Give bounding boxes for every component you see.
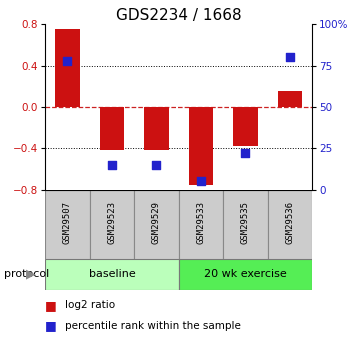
Point	[243, 150, 248, 156]
Point	[198, 179, 204, 184]
Text: GSM29529: GSM29529	[152, 201, 161, 244]
Point	[109, 162, 115, 168]
Text: GSM29535: GSM29535	[241, 201, 250, 244]
Bar	[233, 107, 258, 146]
Text: GSM29533: GSM29533	[196, 201, 205, 244]
Title: GDS2234 / 1668: GDS2234 / 1668	[116, 8, 242, 23]
Bar	[144, 107, 169, 150]
Text: percentile rank within the sample: percentile rank within the sample	[65, 321, 241, 331]
Point	[287, 55, 293, 60]
Text: ■: ■	[45, 299, 57, 312]
Bar	[45, 190, 90, 259]
Text: ▶: ▶	[26, 268, 35, 281]
Bar	[45, 259, 179, 290]
Text: 20 wk exercise: 20 wk exercise	[204, 269, 287, 279]
Bar	[268, 190, 312, 259]
Bar	[189, 107, 213, 185]
Bar	[90, 190, 134, 259]
Bar	[134, 190, 179, 259]
Text: GSM29507: GSM29507	[63, 201, 72, 244]
Text: log2 ratio: log2 ratio	[65, 300, 115, 310]
Point	[153, 162, 159, 168]
Bar	[55, 29, 80, 107]
Bar	[179, 259, 312, 290]
Text: protocol: protocol	[4, 269, 49, 279]
Text: GSM29536: GSM29536	[286, 201, 295, 244]
Text: baseline: baseline	[88, 269, 135, 279]
Text: ■: ■	[45, 319, 57, 332]
Text: GSM29523: GSM29523	[108, 201, 116, 244]
Bar	[100, 107, 124, 150]
Point	[65, 58, 70, 63]
Bar	[223, 190, 268, 259]
Bar	[179, 190, 223, 259]
Bar	[278, 91, 302, 107]
